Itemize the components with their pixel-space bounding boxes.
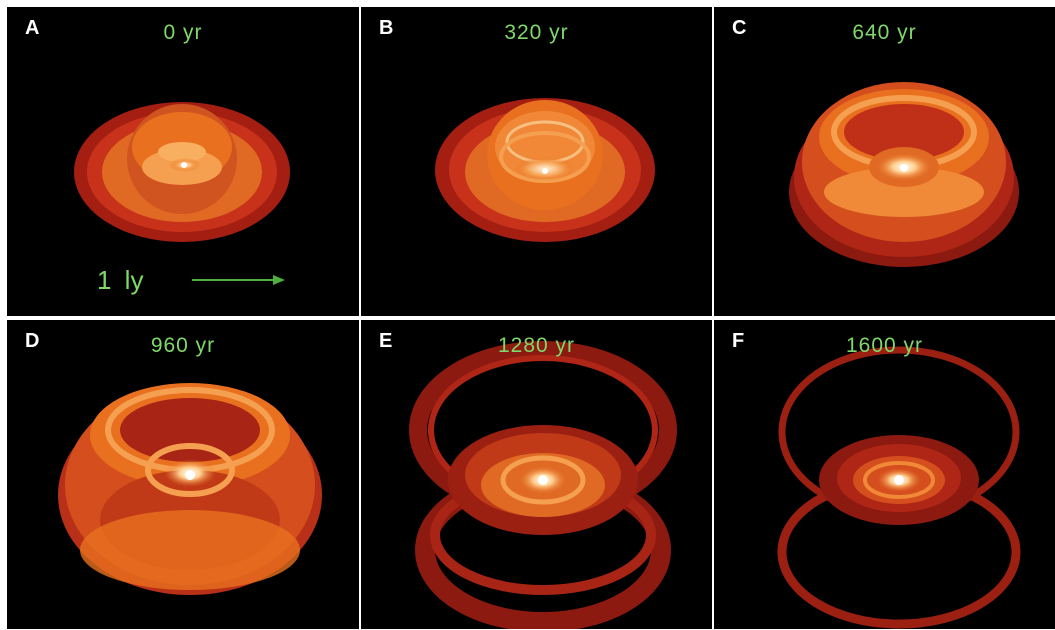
nebula-image-f — [777, 346, 1021, 629]
panel-label-d: D — [25, 330, 40, 352]
panel-c: C 640 yr — [714, 7, 1055, 316]
figure-grid: A 0 yr 1 ly B 320 yr — [7, 7, 1055, 629]
panel-e: E 1280 yr — [361, 320, 712, 629]
panel-a: A 0 yr 1 ly — [7, 7, 359, 316]
time-label-e: 1280 yr — [497, 334, 576, 357]
panel-f: F 1600 yr — [714, 320, 1055, 629]
panel-d: D 960 yr — [7, 320, 359, 629]
time-label-c: 640 yr — [852, 21, 917, 44]
scale-arrow-head — [273, 275, 285, 285]
nebula-image-a — [74, 102, 290, 285]
panel-label-e: E — [379, 330, 393, 352]
time-label-a: 0 yr — [163, 21, 203, 44]
panel-label-c: C — [732, 17, 747, 39]
nebula-image-d — [58, 383, 322, 595]
panel-label-a: A — [25, 17, 40, 39]
nebula-image-c — [789, 82, 1019, 267]
nebula-image-b — [435, 98, 655, 242]
time-label-f: 1600 yr — [845, 334, 924, 357]
time-label-d: 960 yr — [150, 334, 216, 357]
panel-b: B 320 yr — [361, 7, 712, 316]
panel-label-f: F — [732, 330, 745, 352]
time-label-b: 320 yr — [504, 21, 569, 44]
nebula-image-e — [409, 341, 677, 629]
panel-label-b: B — [379, 17, 394, 39]
scale-bar-label: 1 ly — [97, 265, 144, 295]
